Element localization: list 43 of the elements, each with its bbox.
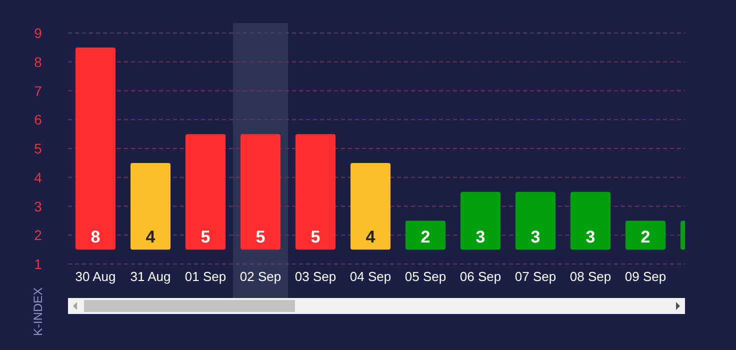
y-tick-label: 2	[34, 227, 42, 244]
y-tick-label: 8	[34, 54, 42, 70]
data-label: 5	[310, 228, 320, 247]
data-label: 4	[366, 228, 376, 247]
bar	[406, 220, 446, 250]
data-label: 5	[256, 228, 266, 247]
bar	[76, 47, 116, 250]
bar	[186, 134, 226, 250]
bar	[626, 220, 666, 250]
bar	[516, 192, 556, 250]
data-label: 3	[476, 228, 486, 247]
x-tick-label: 31 Aug	[130, 269, 171, 284]
data-label: 5	[200, 228, 210, 247]
x-tick-label: 30 Aug	[75, 269, 116, 284]
data-label: 3	[586, 228, 596, 247]
data-label: 2	[640, 228, 650, 247]
y-tick-label: 4	[34, 169, 42, 186]
bar	[240, 134, 280, 250]
x-tick-label: 09 Sep	[624, 269, 666, 284]
data-label: 4	[146, 228, 156, 247]
x-tick-label: 04 Sep	[350, 269, 392, 284]
y-tick-label: 7	[34, 82, 42, 99]
bar	[296, 134, 336, 250]
x-tick-label: 08 Sep	[570, 269, 612, 284]
y-tick-label: 6	[34, 112, 42, 128]
x-tick-label: 01 Sep	[184, 269, 226, 284]
y-tick-label: 5	[34, 140, 42, 156]
x-tick-label: 06 Sep	[460, 269, 502, 284]
y-axis-title: K-INDEX	[31, 287, 45, 336]
x-tick-label: 02 Sep	[240, 269, 282, 284]
y-tick-label: 3	[34, 198, 42, 214]
x-tick-label: 03 Sep	[294, 269, 336, 284]
bar	[570, 192, 610, 250]
bar	[350, 162, 390, 250]
bar	[460, 192, 500, 250]
y-tick-label: 9	[34, 25, 42, 41]
data-label: 3	[530, 228, 540, 247]
x-tick-label: 07 Sep	[514, 269, 556, 284]
y-tick-label: 1	[34, 256, 42, 272]
bar	[130, 162, 170, 250]
data-label: 8	[90, 228, 100, 247]
data-label: 2	[420, 228, 430, 247]
x-tick-label: 05 Sep	[404, 269, 446, 284]
